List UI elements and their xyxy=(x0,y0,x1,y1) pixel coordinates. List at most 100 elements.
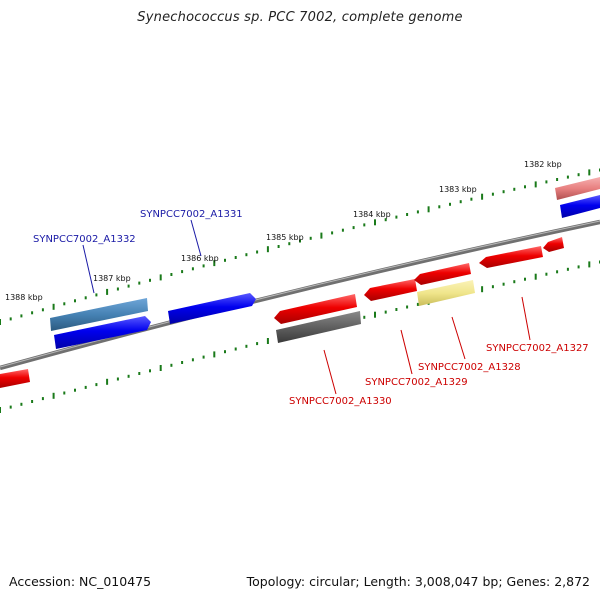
gene-label-a1332[interactable]: SYNPCC7002_A1332 xyxy=(33,234,136,245)
lower-minor-tick xyxy=(84,385,87,389)
gene-a1326-cds[interactable] xyxy=(543,237,564,252)
upper-minor-tick xyxy=(170,273,173,276)
gene-label-a1330[interactable]: SYNPCC7002_A1330 xyxy=(289,396,392,407)
upper-major-tick xyxy=(588,169,591,176)
upper-minor-tick xyxy=(299,239,301,243)
lower-minor-tick xyxy=(149,369,151,373)
scale-label-1385: 1385 kbp xyxy=(266,233,304,242)
lower-minor-tick xyxy=(406,305,409,309)
scale-ticks-upper xyxy=(0,168,600,325)
gene-label-a1331[interactable]: SYNPCC7002_A1331 xyxy=(140,209,243,220)
upper-minor-tick xyxy=(84,296,87,300)
upper-minor-tick xyxy=(9,317,12,321)
upper-minor-tick xyxy=(224,258,226,262)
gene-label-a1328[interactable]: SYNPCC7002_A1328 xyxy=(418,362,521,373)
upper-minor-tick xyxy=(149,278,151,282)
upper-minor-tick xyxy=(491,192,494,196)
lower-major-tick xyxy=(159,365,162,371)
lower-minor-tick xyxy=(191,358,194,362)
upper-minor-tick xyxy=(459,200,462,204)
lower-minor-tick xyxy=(63,391,66,395)
upper-minor-tick xyxy=(502,190,505,194)
lower-major-tick xyxy=(534,273,537,280)
scale-labels: 1382 kbp 1383 kbp 1384 kbp 1385 kbp 1386… xyxy=(5,160,562,302)
lower-minor-tick xyxy=(395,308,398,311)
gene-a1332-cds[interactable] xyxy=(54,316,151,349)
upper-minor-tick xyxy=(331,231,334,235)
leader-a1328 xyxy=(451,316,466,360)
upper-minor-tick xyxy=(309,236,312,240)
upper-major-tick xyxy=(374,219,376,226)
lower-major-tick xyxy=(481,286,484,293)
lower-major-tick xyxy=(266,338,269,344)
lower-minor-tick xyxy=(20,402,23,406)
lower-minor-tick xyxy=(577,265,580,269)
lower-minor-tick xyxy=(384,310,387,314)
gene-label-a1327[interactable]: SYNPCC7002_A1327 xyxy=(486,343,589,354)
lower-minor-tick xyxy=(95,383,98,387)
lower-minor-tick xyxy=(74,388,76,392)
scale-label-1382: 1382 kbp xyxy=(524,160,562,169)
lower-major-tick xyxy=(0,407,1,413)
lower-minor-tick xyxy=(170,363,173,367)
lower-minor-tick xyxy=(127,374,130,378)
leader-a1327 xyxy=(521,296,531,341)
page-title: Synechococcus sp. PCC 7002, complete gen… xyxy=(137,10,463,25)
upper-minor-tick xyxy=(63,302,66,306)
lower-minor-tick xyxy=(363,315,366,319)
label-leader-lines xyxy=(82,219,531,395)
lower-minor-tick xyxy=(9,405,12,409)
upper-minor-tick xyxy=(341,228,344,232)
upper-minor-tick xyxy=(31,311,34,315)
lower-minor-tick xyxy=(41,397,44,401)
leader-a1330 xyxy=(323,349,337,395)
gene-left-edge-cds[interactable] xyxy=(0,369,30,388)
upper-minor-tick xyxy=(395,215,398,219)
lower-major-tick xyxy=(213,351,216,358)
leader-a1332 xyxy=(82,244,95,294)
gene-a1328-cds[interactable] xyxy=(414,263,471,285)
gene-a1329-cds[interactable] xyxy=(364,279,417,301)
upper-minor-tick xyxy=(20,314,23,318)
upper-minor-tick xyxy=(245,253,248,257)
lower-minor-tick xyxy=(202,355,205,359)
lower-minor-tick xyxy=(545,272,548,276)
feature-a1382-highlight[interactable] xyxy=(555,177,600,200)
lower-minor-tick xyxy=(256,342,259,346)
upper-major-tick xyxy=(481,193,484,200)
leader-a1331 xyxy=(190,219,202,257)
lower-minor-tick xyxy=(556,270,559,274)
gene-a1327-cds[interactable] xyxy=(479,246,543,268)
lower-minor-tick xyxy=(416,302,419,306)
scale-label-1384: 1384 kbp xyxy=(353,210,391,219)
upper-minor-tick xyxy=(577,173,580,177)
feature-a1332-highlight[interactable] xyxy=(50,298,148,331)
upper-minor-tick xyxy=(406,213,409,216)
lower-minor-tick xyxy=(116,377,119,381)
upper-minor-tick xyxy=(513,187,516,191)
lower-minor-tick xyxy=(491,285,494,289)
lower-minor-tick xyxy=(138,372,141,375)
gene-a1330-cds[interactable] xyxy=(274,294,357,324)
leader-a1329 xyxy=(400,329,413,375)
gene-a1331-cds[interactable] xyxy=(168,293,256,324)
scale-label-1383: 1383 kbp xyxy=(439,185,477,194)
upper-minor-tick xyxy=(384,218,387,222)
upper-minor-tick xyxy=(363,223,366,227)
genome-backbone xyxy=(0,219,600,371)
gene-labels: SYNPCC7002_A1332 SYNPCC7002_A1331 SYNPCC… xyxy=(33,209,589,407)
gene-a1382-cds[interactable] xyxy=(560,195,600,218)
scale-label-1388: 1388 kbp xyxy=(5,293,43,302)
feature-a1330-highlight[interactable] xyxy=(276,311,361,343)
lower-minor-tick xyxy=(502,282,505,286)
gene-label-a1329[interactable]: SYNPCC7002_A1329 xyxy=(365,377,468,388)
genome-summary: Topology: circular; Length: 3,008,047 bp… xyxy=(246,574,590,589)
lower-major-tick xyxy=(106,378,109,385)
upper-minor-tick xyxy=(470,197,473,201)
upper-minor-tick xyxy=(191,267,194,271)
upper-major-tick xyxy=(427,206,430,213)
scale-label-1386: 1386 kbp xyxy=(181,254,219,263)
feature-a1328-highlight[interactable] xyxy=(417,280,475,306)
